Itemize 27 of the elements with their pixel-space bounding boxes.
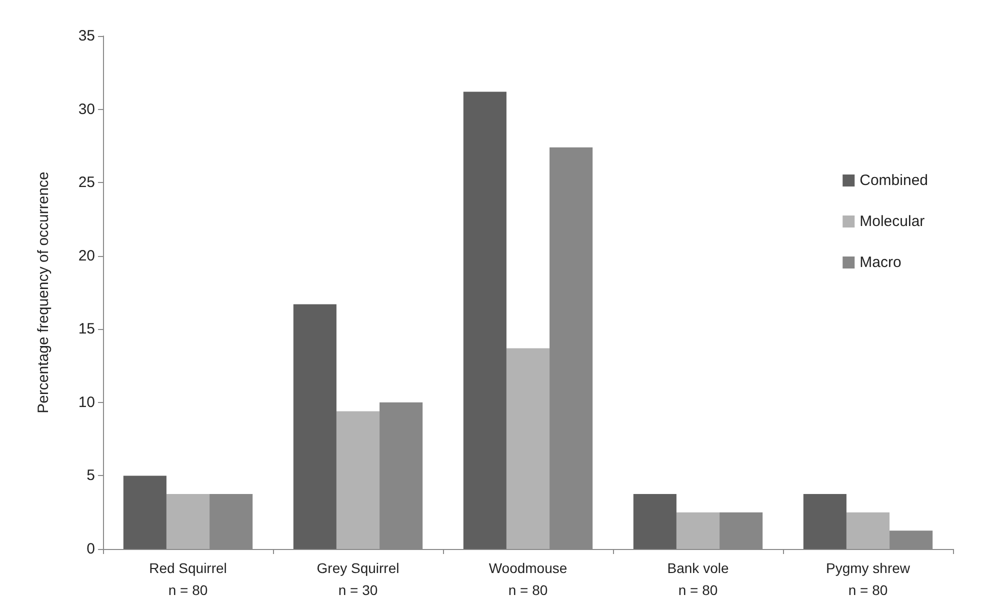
bar xyxy=(336,411,380,549)
y-tick-label: 35 xyxy=(78,28,95,44)
bar xyxy=(123,476,166,549)
y-tick-label: 15 xyxy=(78,320,95,338)
y-tick-label: 25 xyxy=(78,174,95,192)
bar xyxy=(463,92,506,549)
y-axis-title: Percentage frequency of occurrence xyxy=(35,172,52,414)
y-tick-label: 10 xyxy=(78,394,95,411)
y-tick-label: 30 xyxy=(78,100,95,118)
bar xyxy=(506,348,550,549)
x-tick-label: Woodmouse n = 80 xyxy=(488,560,568,598)
x-tick-label: Bank vole n = 80 xyxy=(667,560,729,598)
bar xyxy=(633,494,676,549)
x-tick-label: Grey Squirrel n = 30 xyxy=(316,560,400,598)
bar xyxy=(166,494,210,549)
x-tick-label: Red Squirrel n = 80 xyxy=(149,560,227,598)
legend-label: Combined xyxy=(860,172,928,189)
bar xyxy=(293,304,336,549)
legend-label: Macro xyxy=(860,254,902,271)
y-tick-label: 0 xyxy=(86,540,95,558)
y-tick-label: 20 xyxy=(78,247,95,264)
legend-label: Molecular xyxy=(860,213,925,230)
bar xyxy=(803,494,846,549)
bar xyxy=(676,512,720,549)
bar xyxy=(846,512,890,549)
x-tick-label: Pygmy shrew n = 80 xyxy=(826,560,911,598)
y-tick-label: 5 xyxy=(86,467,95,484)
